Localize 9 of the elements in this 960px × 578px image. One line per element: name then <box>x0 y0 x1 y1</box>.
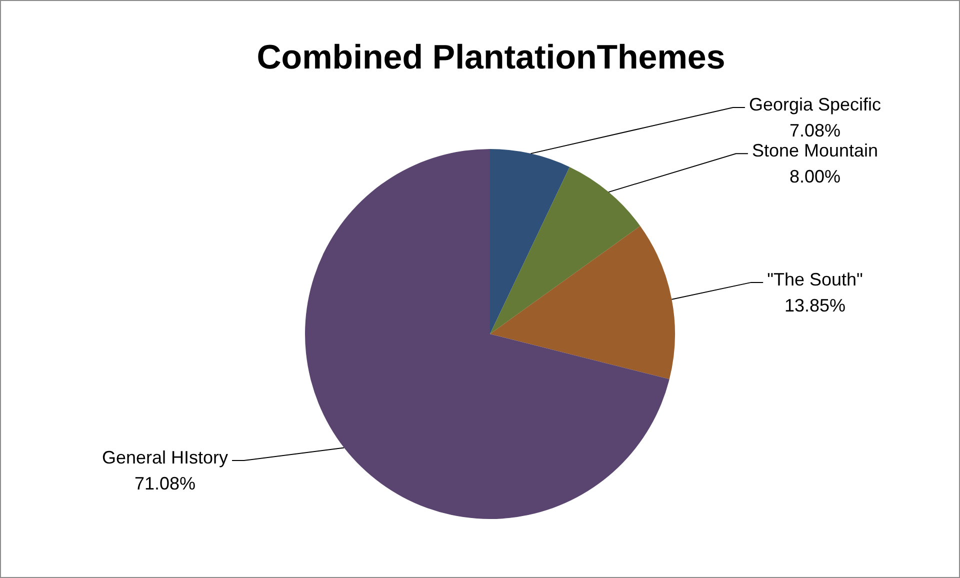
chart-title: Combined PlantationThemes <box>256 38 726 76</box>
slice-label: General HIstory <box>102 447 228 468</box>
data-label: 13.85% <box>784 295 846 316</box>
data-label: 71.08% <box>134 473 196 494</box>
slice-label: Stone Mountain <box>752 140 878 161</box>
data-label: 7.08% <box>789 120 841 140</box>
slice-label: "The South" <box>767 269 863 290</box>
data-label: 8.00% <box>789 166 841 187</box>
slice-label: Georgia Specific <box>748 94 882 114</box>
